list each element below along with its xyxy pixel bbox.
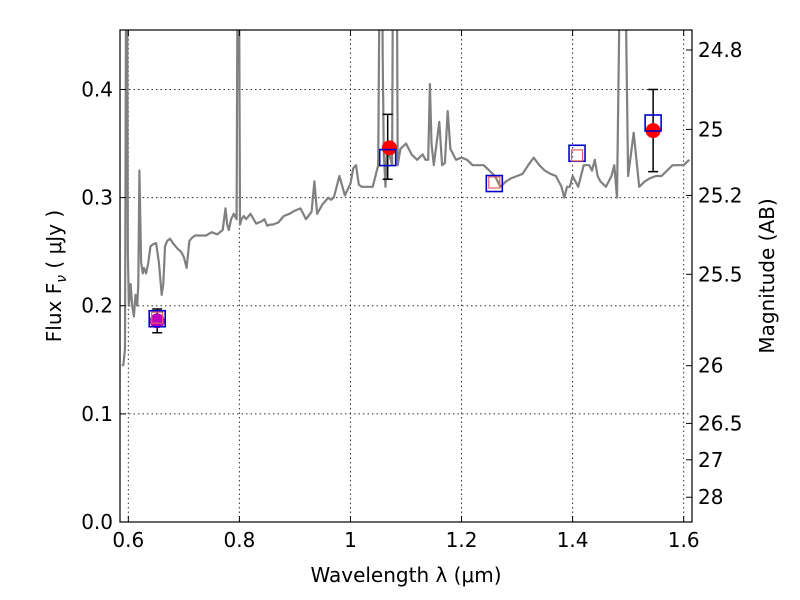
data-square-small [488,176,501,189]
y2-axis-label: Magnitude (AB) [755,198,779,353]
data-square [378,148,397,167]
y-tick-label: 0.0 [81,510,113,534]
y2-tick-label: 27 [698,448,723,472]
x-tick-label: 1.6 [668,528,700,552]
y2-tick-label: 26.5 [698,411,743,435]
x-tick-label: 1.2 [446,528,478,552]
y2-tick-label: 25 [698,117,723,141]
data-square [148,309,167,328]
data-point [149,313,165,329]
y2-tick-label: 26 [698,354,723,378]
spectrum-layer [121,30,690,367]
axis-ticks: 0.6 0.8 1 1.2 1.4 1.6 0.0 0.1 0.2 0.3 0.4 24.8 25 25.… [81,30,743,552]
y-axis-label-unit: ( μJy ) [42,210,66,275]
data-point [381,140,397,156]
spectrum-line [121,30,690,367]
x-axis-label: Wavelength λ (μm) [310,563,501,587]
x-tick-label: 1 [344,528,357,552]
data-square [485,174,504,193]
data-square-small [570,149,584,162]
x-tick-label: 0.8 [223,528,255,552]
y2-tick-label: 24.8 [698,38,743,62]
x-tick-label: 1.4 [557,528,589,552]
marker-layer [148,88,662,334]
y-tick-label: 0.3 [81,186,113,210]
y-tick-label: 0.4 [81,77,113,101]
plot-frame [119,29,693,523]
y-axis-label-subscript: ν [54,275,70,283]
y2-tick-label: 28 [698,485,723,509]
y2-tick-label: 25.5 [698,262,743,286]
data-square-small [151,311,164,324]
y-axis-label-main: Flux F [42,283,66,342]
y-axis-label: Flux Fν ( μJy ) [42,210,70,342]
x-tick-label: 0.6 [112,528,144,552]
data-square [644,114,662,132]
y2-tick-label: 25.2 [698,183,743,207]
y-tick-label: 0.1 [81,402,113,426]
y-tick-label: 0.2 [81,294,113,318]
